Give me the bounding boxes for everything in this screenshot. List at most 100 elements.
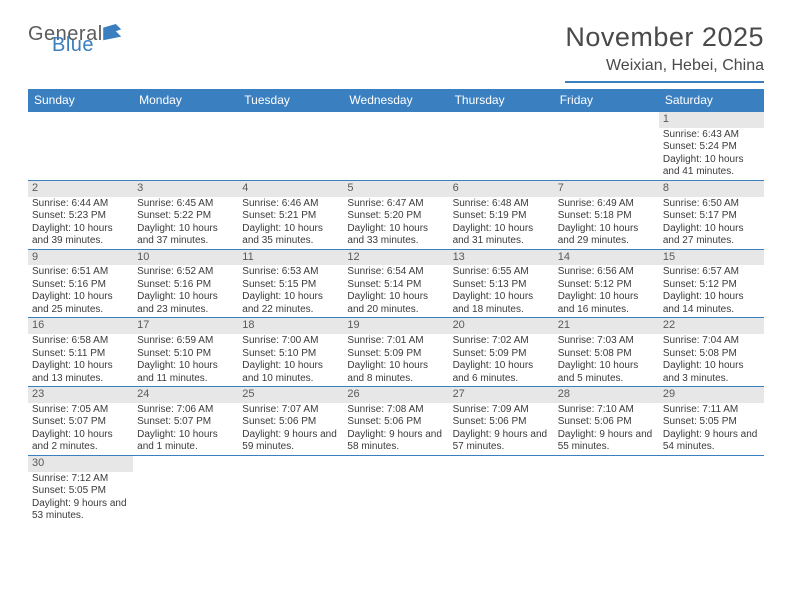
- sunset-text: Sunset: 5:16 PM: [137, 279, 234, 292]
- calendar-cell: 3Sunrise: 6:45 AMSunset: 5:22 PMDaylight…: [133, 181, 238, 249]
- sunset-text: Sunset: 5:18 PM: [558, 210, 655, 223]
- calendar-week: 2Sunrise: 6:44 AMSunset: 5:23 PMDaylight…: [28, 181, 764, 250]
- day-details: Sunrise: 7:01 AMSunset: 5:09 PMDaylight:…: [343, 334, 448, 386]
- sunset-text: Sunset: 5:12 PM: [558, 279, 655, 292]
- calendar-cell-empty: [133, 456, 238, 524]
- daylight-text: Daylight: 9 hours and 54 minutes.: [663, 429, 760, 454]
- sunrise-text: Sunrise: 6:59 AM: [137, 335, 234, 348]
- day-number: 3: [133, 181, 238, 197]
- day-header-row: Sunday Monday Tuesday Wednesday Thursday…: [28, 89, 764, 112]
- daylight-text: Daylight: 10 hours and 41 minutes.: [663, 154, 760, 179]
- sunset-text: Sunset: 5:09 PM: [453, 348, 550, 361]
- sunset-text: Sunset: 5:13 PM: [453, 279, 550, 292]
- sunrise-text: Sunrise: 6:45 AM: [137, 198, 234, 211]
- day-details: Sunrise: 6:44 AMSunset: 5:23 PMDaylight:…: [28, 197, 133, 249]
- day-details: Sunrise: 6:50 AMSunset: 5:17 PMDaylight:…: [659, 197, 764, 249]
- calendar-cell-empty: [343, 112, 448, 180]
- daylight-text: Daylight: 10 hours and 31 minutes.: [453, 223, 550, 248]
- calendar-weeks: 1Sunrise: 6:43 AMSunset: 5:24 PMDaylight…: [28, 112, 764, 524]
- sunrise-text: Sunrise: 7:02 AM: [453, 335, 550, 348]
- day-details: Sunrise: 7:07 AMSunset: 5:06 PMDaylight:…: [238, 403, 343, 455]
- sunrise-text: Sunrise: 7:03 AM: [558, 335, 655, 348]
- calendar-week: 23Sunrise: 7:05 AMSunset: 5:07 PMDayligh…: [28, 387, 764, 456]
- sunrise-text: Sunrise: 7:01 AM: [347, 335, 444, 348]
- calendar-cell: 5Sunrise: 6:47 AMSunset: 5:20 PMDaylight…: [343, 181, 448, 249]
- daylight-text: Daylight: 10 hours and 23 minutes.: [137, 291, 234, 316]
- sunrise-text: Sunrise: 6:44 AM: [32, 198, 129, 211]
- calendar-cell: 29Sunrise: 7:11 AMSunset: 5:05 PMDayligh…: [659, 387, 764, 455]
- calendar-cell: 19Sunrise: 7:01 AMSunset: 5:09 PMDayligh…: [343, 318, 448, 386]
- day-number: 21: [554, 318, 659, 334]
- calendar-cell: 25Sunrise: 7:07 AMSunset: 5:06 PMDayligh…: [238, 387, 343, 455]
- day-number: 5: [343, 181, 448, 197]
- calendar-cell: 16Sunrise: 6:58 AMSunset: 5:11 PMDayligh…: [28, 318, 133, 386]
- day-number: 13: [449, 250, 554, 266]
- calendar-cell-empty: [238, 112, 343, 180]
- day-header-sat: Saturday: [659, 89, 764, 112]
- calendar-cell-empty: [28, 112, 133, 180]
- day-details: Sunrise: 7:12 AMSunset: 5:05 PMDaylight:…: [28, 472, 133, 524]
- day-details: Sunrise: 6:55 AMSunset: 5:13 PMDaylight:…: [449, 265, 554, 317]
- sunset-text: Sunset: 5:24 PM: [663, 141, 760, 154]
- sunset-text: Sunset: 5:05 PM: [32, 485, 129, 498]
- day-details: Sunrise: 7:04 AMSunset: 5:08 PMDaylight:…: [659, 334, 764, 386]
- day-number: 15: [659, 250, 764, 266]
- daylight-text: Daylight: 10 hours and 25 minutes.: [32, 291, 129, 316]
- day-details: Sunrise: 6:47 AMSunset: 5:20 PMDaylight:…: [343, 197, 448, 249]
- sunset-text: Sunset: 5:08 PM: [663, 348, 760, 361]
- sunrise-text: Sunrise: 6:47 AM: [347, 198, 444, 211]
- sunset-text: Sunset: 5:06 PM: [242, 416, 339, 429]
- calendar-cell-empty: [554, 112, 659, 180]
- calendar-cell: 15Sunrise: 6:57 AMSunset: 5:12 PMDayligh…: [659, 250, 764, 318]
- sunrise-text: Sunrise: 6:53 AM: [242, 266, 339, 279]
- page-title: November 2025: [565, 22, 764, 53]
- day-header-wed: Wednesday: [343, 89, 448, 112]
- sunset-text: Sunset: 5:09 PM: [347, 348, 444, 361]
- calendar-cell-empty: [554, 456, 659, 524]
- calendar-week: 9Sunrise: 6:51 AMSunset: 5:16 PMDaylight…: [28, 250, 764, 319]
- calendar-cell: 17Sunrise: 6:59 AMSunset: 5:10 PMDayligh…: [133, 318, 238, 386]
- calendar-cell: 27Sunrise: 7:09 AMSunset: 5:06 PMDayligh…: [449, 387, 554, 455]
- day-details: Sunrise: 6:54 AMSunset: 5:14 PMDaylight:…: [343, 265, 448, 317]
- calendar-cell: 23Sunrise: 7:05 AMSunset: 5:07 PMDayligh…: [28, 387, 133, 455]
- logo-word-blue: Blue: [52, 37, 103, 54]
- calendar-cell: 10Sunrise: 6:52 AMSunset: 5:16 PMDayligh…: [133, 250, 238, 318]
- day-number: 19: [343, 318, 448, 334]
- day-number: 4: [238, 181, 343, 197]
- sunset-text: Sunset: 5:16 PM: [32, 279, 129, 292]
- day-number: 8: [659, 181, 764, 197]
- daylight-text: Daylight: 10 hours and 35 minutes.: [242, 223, 339, 248]
- day-number: 30: [28, 456, 133, 472]
- calendar-cell: 9Sunrise: 6:51 AMSunset: 5:16 PMDaylight…: [28, 250, 133, 318]
- day-number: 11: [238, 250, 343, 266]
- day-number: 1: [659, 112, 764, 128]
- sunrise-text: Sunrise: 6:52 AM: [137, 266, 234, 279]
- daylight-text: Daylight: 10 hours and 10 minutes.: [242, 360, 339, 385]
- sunset-text: Sunset: 5:07 PM: [137, 416, 234, 429]
- sunset-text: Sunset: 5:10 PM: [242, 348, 339, 361]
- calendar-cell: 1Sunrise: 6:43 AMSunset: 5:24 PMDaylight…: [659, 112, 764, 180]
- sunset-text: Sunset: 5:11 PM: [32, 348, 129, 361]
- day-header-mon: Monday: [133, 89, 238, 112]
- sunrise-text: Sunrise: 6:56 AM: [558, 266, 655, 279]
- daylight-text: Daylight: 9 hours and 53 minutes.: [32, 498, 129, 523]
- calendar-grid: Sunday Monday Tuesday Wednesday Thursday…: [28, 89, 764, 524]
- day-details: Sunrise: 6:48 AMSunset: 5:19 PMDaylight:…: [449, 197, 554, 249]
- sunset-text: Sunset: 5:10 PM: [137, 348, 234, 361]
- day-details: Sunrise: 6:45 AMSunset: 5:22 PMDaylight:…: [133, 197, 238, 249]
- daylight-text: Daylight: 9 hours and 59 minutes.: [242, 429, 339, 454]
- sunrise-text: Sunrise: 6:48 AM: [453, 198, 550, 211]
- sunset-text: Sunset: 5:23 PM: [32, 210, 129, 223]
- day-number: 16: [28, 318, 133, 334]
- day-details: Sunrise: 7:00 AMSunset: 5:10 PMDaylight:…: [238, 334, 343, 386]
- day-number: 29: [659, 387, 764, 403]
- daylight-text: Daylight: 9 hours and 57 minutes.: [453, 429, 550, 454]
- calendar-cell: 14Sunrise: 6:56 AMSunset: 5:12 PMDayligh…: [554, 250, 659, 318]
- day-number: 9: [28, 250, 133, 266]
- daylight-text: Daylight: 10 hours and 5 minutes.: [558, 360, 655, 385]
- day-number: 28: [554, 387, 659, 403]
- calendar-page: General Blue November 2025 Weixian, Hebe…: [0, 0, 792, 524]
- calendar-cell: 26Sunrise: 7:08 AMSunset: 5:06 PMDayligh…: [343, 387, 448, 455]
- sunset-text: Sunset: 5:19 PM: [453, 210, 550, 223]
- day-details: Sunrise: 6:43 AMSunset: 5:24 PMDaylight:…: [659, 128, 764, 180]
